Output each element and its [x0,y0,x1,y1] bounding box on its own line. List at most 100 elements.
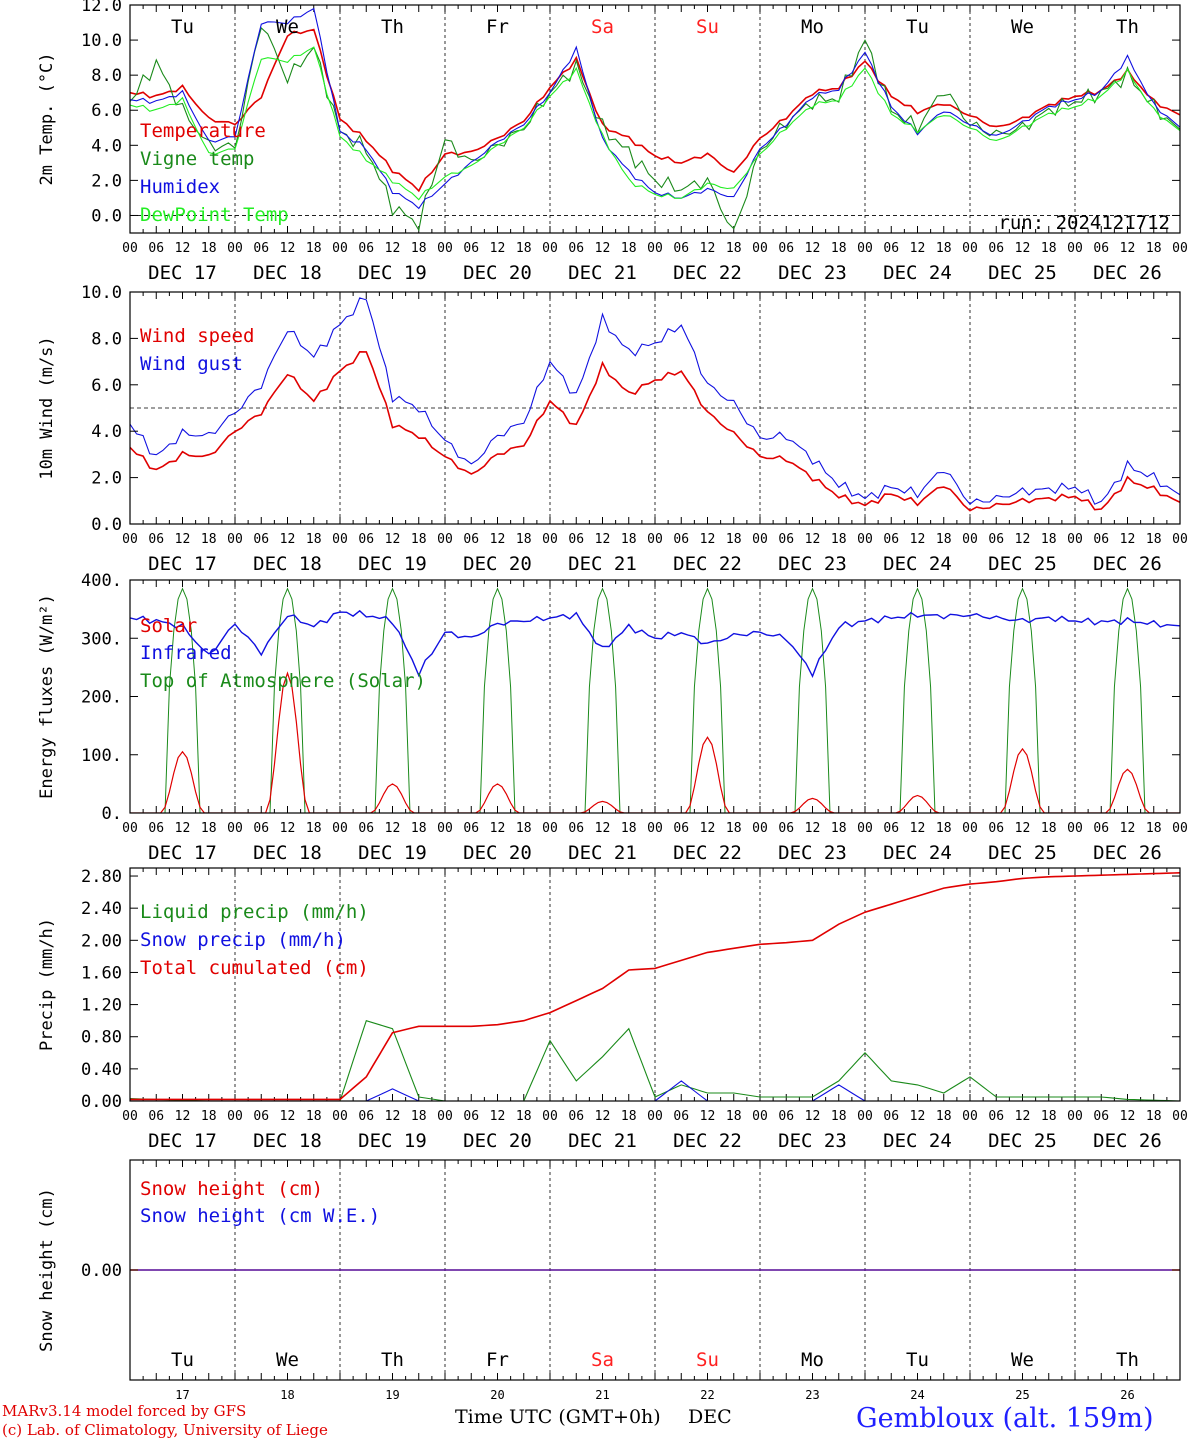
hour-label: 18 [936,1109,952,1124]
hour-label: 06 [1093,241,1109,256]
series-line-0-1 [130,26,1180,232]
date-label: DEC 24 [883,553,952,575]
hour-label: 00 [1067,1109,1083,1124]
hour-label: 06 [148,821,164,836]
hour-label: 06 [148,532,164,547]
date-label: DEC 25 [988,842,1057,864]
hour-label: 06 [148,241,164,256]
hour-label: 00 [227,532,243,547]
hour-label: 00 [122,241,138,256]
hour-label: 12 [1015,241,1031,256]
hour-label: 18 [306,1109,322,1124]
hour-label: 18 [516,532,532,547]
day-name: Su [696,1349,719,1371]
panel-3-series [130,872,1180,1101]
hour-label: 18 [411,241,427,256]
hour-label: 06 [673,1109,689,1124]
series-line-1-0 [130,350,1180,512]
series-line-3-0 [130,1020,1180,1101]
hour-label: 00 [857,1109,873,1124]
series-line-solar [130,671,1180,813]
hour-label: 12 [1120,821,1136,836]
hour-label: 00 [1172,1109,1188,1124]
hour-label: 18 [936,821,952,836]
hour-label: 00 [227,821,243,836]
run-annotation: run: 2024121712 [998,212,1170,234]
day-name: We [276,16,299,38]
hour-label: 00 [332,821,348,836]
hour-label: 12 [805,532,821,547]
y-tick-label: 6.0 [91,101,122,121]
hour-label: 00 [857,821,873,836]
x-axis-month: DEC [688,1406,732,1428]
date-label: DEC 18 [253,262,322,284]
date-label: DEC 19 [358,842,427,864]
date-label: DEC 19 [358,262,427,284]
hour-label: 00 [1067,821,1083,836]
day-number: 23 [805,1388,819,1402]
legend-entry: Total cumulated (cm) [140,957,369,979]
hour-label: 12 [1120,1109,1136,1124]
day-name: Th [381,1349,404,1371]
hour-label: 18 [621,241,637,256]
hour-label: 12 [175,1109,191,1124]
date-label: DEC 20 [463,553,532,575]
hour-label: 12 [1015,1109,1031,1124]
hour-label: 06 [253,1109,269,1124]
date-label: DEC 23 [778,553,847,575]
date-label: DEC 22 [673,262,742,284]
hour-label: 06 [358,1109,374,1124]
hour-label: 00 [647,532,663,547]
hour-label: 06 [673,532,689,547]
hour-label: 18 [726,821,742,836]
hour-label: 00 [437,532,453,547]
y-tick-label: 1.60 [81,963,122,983]
hour-label: 18 [831,1109,847,1124]
y-tick-label: 0.00 [81,1261,122,1281]
hour-label: 00 [227,241,243,256]
hour-label: 06 [253,241,269,256]
day-number: 19 [385,1388,399,1402]
panel-2-ylabel: Energy fluxes (W/m²) [37,594,57,799]
hour-label: 00 [437,1109,453,1124]
hour-label: 06 [568,1109,584,1124]
hour-label: 18 [516,1109,532,1124]
day-name: Tu [171,16,194,38]
hour-label: 18 [726,1109,742,1124]
hour-label: 06 [568,532,584,547]
hour-label: 18 [831,241,847,256]
hour-label: 06 [358,532,374,547]
day-name: Tu [171,1349,194,1371]
day-name: Th [1116,16,1139,38]
hour-label: 18 [936,532,952,547]
y-tick-label: 8.0 [91,329,122,349]
hour-label: 12 [595,821,611,836]
hour-label: 06 [988,241,1004,256]
hour-label: 00 [1172,532,1188,547]
panel-3-ylabel: Precip (mm/h) [37,918,57,1051]
hour-label: 00 [857,241,873,256]
hour-label: 18 [1146,241,1162,256]
panel-1-series [130,297,1180,512]
y-tick-label: 200. [81,688,122,708]
date-label: DEC 17 [148,553,217,575]
hour-label: 00 [752,241,768,256]
date-label: DEC 19 [358,553,427,575]
date-label: DEC 22 [673,842,742,864]
date-label: DEC 17 [148,1130,217,1152]
panel-2-series [130,587,1180,813]
day-name: Sa [591,16,614,38]
hour-label: 00 [752,532,768,547]
y-tick-label: 0.40 [81,1060,122,1080]
y-tick-label: 2.00 [81,931,122,951]
hour-label: 12 [490,532,506,547]
y-tick-label: 2.0 [91,171,122,191]
date-label: DEC 25 [988,262,1057,284]
hour-label: 18 [831,532,847,547]
hour-label: 12 [1015,821,1031,836]
date-label: DEC 23 [778,842,847,864]
hour-label: 06 [673,821,689,836]
hour-label: 00 [437,821,453,836]
hour-label: 00 [437,241,453,256]
date-label: DEC 17 [148,262,217,284]
